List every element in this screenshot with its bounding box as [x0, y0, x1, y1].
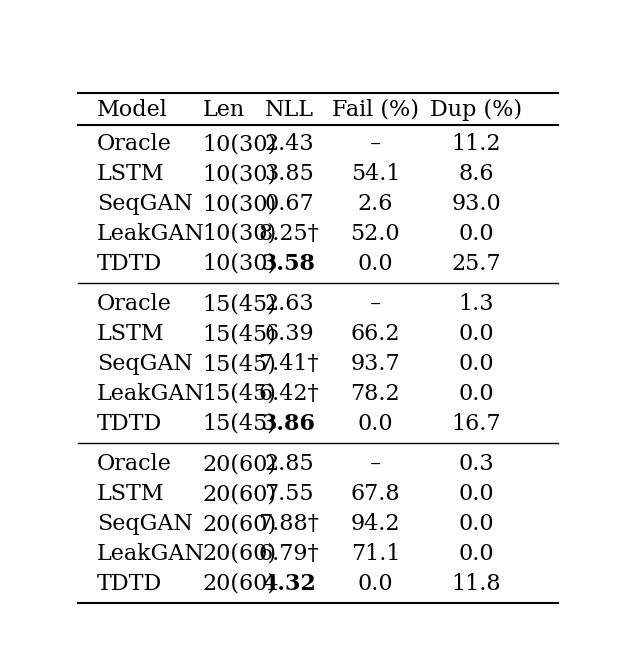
Text: Len: Len: [202, 99, 244, 121]
Text: 71.1: 71.1: [351, 543, 400, 565]
Text: 8.25†: 8.25†: [259, 223, 319, 245]
Text: 10(30): 10(30): [202, 134, 277, 156]
Text: 10(30): 10(30): [202, 163, 277, 185]
Text: 2.43: 2.43: [264, 134, 314, 156]
Text: 2.6: 2.6: [358, 193, 393, 215]
Text: 0.0: 0.0: [459, 353, 494, 375]
Text: 0.67: 0.67: [264, 193, 314, 215]
Text: 7.88†: 7.88†: [259, 513, 319, 535]
Text: 3.58: 3.58: [262, 253, 316, 275]
Text: 0.0: 0.0: [459, 543, 494, 565]
Text: 15(45): 15(45): [202, 413, 277, 435]
Text: LSTM: LSTM: [97, 483, 164, 505]
Text: 66.2: 66.2: [351, 323, 400, 345]
Text: LeakGAN: LeakGAN: [97, 223, 205, 245]
Text: 15(45): 15(45): [202, 383, 277, 405]
Text: 0.3: 0.3: [459, 454, 494, 476]
Text: 11.2: 11.2: [451, 134, 501, 156]
Text: 3.85: 3.85: [264, 163, 314, 185]
Text: 67.8: 67.8: [350, 483, 401, 505]
Text: 94.2: 94.2: [351, 513, 400, 535]
Text: Model: Model: [97, 99, 167, 121]
Text: SeqGAN: SeqGAN: [97, 193, 193, 215]
Text: TDTD: TDTD: [97, 413, 162, 435]
Text: 0.0: 0.0: [459, 383, 494, 405]
Text: 20(60): 20(60): [202, 543, 277, 565]
Text: 4.32: 4.32: [262, 572, 316, 595]
Text: LeakGAN: LeakGAN: [97, 383, 205, 405]
Text: 6.39: 6.39: [264, 323, 314, 345]
Text: 7.41†: 7.41†: [259, 353, 319, 375]
Text: 0.0: 0.0: [358, 253, 393, 275]
Text: –: –: [370, 454, 381, 476]
Text: 93.0: 93.0: [451, 193, 501, 215]
Text: Oracle: Oracle: [97, 293, 172, 315]
Text: –: –: [370, 134, 381, 156]
Text: LeakGAN: LeakGAN: [97, 543, 205, 565]
Text: 25.7: 25.7: [451, 253, 501, 275]
Text: 52.0: 52.0: [350, 223, 401, 245]
Text: 0.0: 0.0: [358, 413, 393, 435]
Text: 0.0: 0.0: [358, 572, 393, 595]
Text: 15(45): 15(45): [202, 323, 277, 345]
Text: 3.86: 3.86: [262, 413, 316, 435]
Text: 2.63: 2.63: [264, 293, 314, 315]
Text: 20(60): 20(60): [202, 572, 277, 595]
Text: 15(45): 15(45): [202, 353, 277, 375]
Text: 1.3: 1.3: [459, 293, 494, 315]
Text: 20(60): 20(60): [202, 454, 277, 476]
Text: 20(60): 20(60): [202, 513, 277, 535]
Text: 0.0: 0.0: [459, 483, 494, 505]
Text: 16.7: 16.7: [451, 413, 501, 435]
Text: 10(30): 10(30): [202, 193, 277, 215]
Text: TDTD: TDTD: [97, 253, 162, 275]
Text: Dup (%): Dup (%): [430, 99, 523, 121]
Text: 0.0: 0.0: [459, 323, 494, 345]
Text: LSTM: LSTM: [97, 163, 164, 185]
Text: 0.0: 0.0: [459, 513, 494, 535]
Text: LSTM: LSTM: [97, 323, 164, 345]
Text: 93.7: 93.7: [350, 353, 401, 375]
Text: NLL: NLL: [264, 99, 314, 121]
Text: 6.42†: 6.42†: [259, 383, 319, 405]
Text: Oracle: Oracle: [97, 454, 172, 476]
Text: TDTD: TDTD: [97, 572, 162, 595]
Text: –: –: [370, 293, 381, 315]
Text: SeqGAN: SeqGAN: [97, 353, 193, 375]
Text: 15(45): 15(45): [202, 293, 277, 315]
Text: Oracle: Oracle: [97, 134, 172, 156]
Text: 0.0: 0.0: [459, 223, 494, 245]
Text: 11.8: 11.8: [451, 572, 501, 595]
Text: 20(60): 20(60): [202, 483, 277, 505]
Text: SeqGAN: SeqGAN: [97, 513, 193, 535]
Text: 10(30): 10(30): [202, 253, 277, 275]
Text: Fail (%): Fail (%): [332, 99, 419, 121]
Text: 54.1: 54.1: [351, 163, 400, 185]
Text: 7.55: 7.55: [264, 483, 314, 505]
Text: 2.85: 2.85: [264, 454, 314, 476]
Text: 10(30): 10(30): [202, 223, 277, 245]
Text: 78.2: 78.2: [350, 383, 401, 405]
Text: 6.79†: 6.79†: [259, 543, 319, 565]
Text: 8.6: 8.6: [459, 163, 494, 185]
